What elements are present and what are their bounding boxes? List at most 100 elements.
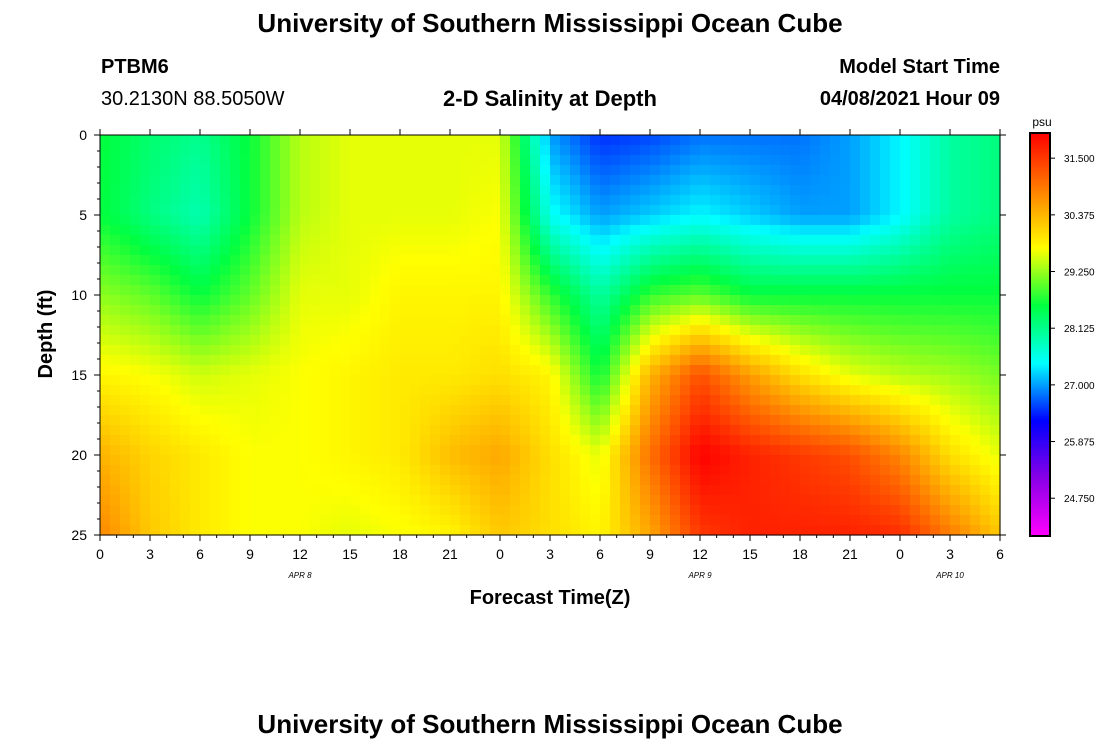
heatmap-cell: [390, 505, 401, 516]
heatmap-cell: [260, 145, 271, 156]
heatmap-cell: [850, 485, 861, 496]
heatmap-cell: [100, 295, 111, 306]
heatmap-cell: [440, 205, 451, 216]
heatmap-cell: [410, 385, 421, 396]
heatmap-cell: [300, 255, 311, 266]
heatmap-cell: [480, 375, 491, 386]
heatmap-cell: [570, 465, 581, 476]
heatmap-cell: [400, 345, 411, 356]
heatmap-cell: [240, 365, 251, 376]
heatmap-cell: [540, 395, 551, 406]
heatmap-cell: [460, 165, 471, 176]
heatmap-cell: [960, 175, 971, 186]
heatmap-cell: [600, 275, 611, 286]
heatmap-cell: [190, 525, 201, 536]
heatmap-cell: [880, 315, 891, 326]
heatmap-cell: [870, 465, 881, 476]
heatmap-cell: [180, 185, 191, 196]
heatmap-cell: [610, 485, 621, 496]
heatmap-cell: [790, 175, 801, 186]
heatmap-cell: [330, 335, 341, 346]
heatmap-cell: [330, 285, 341, 296]
heatmap-cell: [630, 175, 641, 186]
heatmap-cell: [990, 165, 1001, 176]
heatmap-cell: [940, 455, 951, 466]
heatmap-cell: [290, 285, 301, 296]
heatmap-cell: [440, 185, 451, 196]
heatmap-cell: [230, 395, 241, 406]
heatmap-cell: [720, 195, 731, 206]
heatmap-cell: [910, 155, 921, 166]
heatmap-cell: [600, 195, 611, 206]
heatmap-cell: [260, 155, 271, 166]
heatmap-cell: [850, 515, 861, 526]
heatmap-cell: [590, 335, 601, 346]
heatmap-cell: [190, 235, 201, 246]
heatmap-cell: [180, 245, 191, 256]
heatmap-cell: [560, 345, 571, 356]
heatmap-cell: [700, 355, 711, 366]
heatmap-cell: [320, 235, 331, 246]
heatmap-cell: [290, 345, 301, 356]
heatmap-cell: [720, 525, 731, 536]
heatmap-cell: [330, 465, 341, 476]
heatmap-cell: [940, 175, 951, 186]
heatmap-cell: [630, 395, 641, 406]
heatmap-cell: [590, 525, 601, 536]
heatmap-cell: [170, 215, 181, 226]
heatmap-cell: [480, 505, 491, 516]
heatmap-cell: [240, 195, 251, 206]
heatmap-cell: [200, 175, 211, 186]
heatmap-cell: [450, 495, 461, 506]
heatmap-cell: [540, 335, 551, 346]
heatmap-cell: [370, 435, 381, 446]
heatmap-cell: [900, 205, 911, 216]
x-tick-label: 6: [196, 546, 204, 562]
heatmap-cell: [910, 465, 921, 476]
heatmap-cell: [970, 525, 981, 536]
heatmap-cell: [140, 175, 151, 186]
heatmap-cell: [720, 265, 731, 276]
heatmap-cell: [820, 405, 831, 416]
heatmap-cell: [220, 495, 231, 506]
heatmap-cell: [290, 235, 301, 246]
heatmap-cell: [850, 135, 861, 146]
heatmap-cell: [670, 295, 681, 306]
heatmap-cell: [860, 405, 871, 416]
heatmap-cell: [610, 235, 621, 246]
heatmap-cell: [420, 435, 431, 446]
heatmap-cell: [130, 375, 141, 386]
heatmap-cell: [410, 265, 421, 276]
heatmap-cell: [240, 135, 251, 146]
heatmap-cell: [560, 165, 571, 176]
heatmap-cell: [570, 415, 581, 426]
heatmap-cell: [500, 165, 511, 176]
heatmap-cell: [760, 495, 771, 506]
heatmap-cell: [970, 505, 981, 516]
heatmap-cell: [200, 445, 211, 456]
heatmap-cell: [730, 495, 741, 506]
heatmap-cell: [400, 455, 411, 466]
heatmap-cell: [850, 335, 861, 346]
colorbar-tick-label: 24.750: [1064, 494, 1095, 505]
heatmap-cell: [850, 415, 861, 426]
heatmap-cell: [180, 205, 191, 216]
heatmap-cell: [970, 255, 981, 266]
heatmap-cell: [980, 525, 991, 536]
heatmap-cell: [700, 485, 711, 496]
heatmap-cell: [250, 175, 261, 186]
heatmap-cell: [850, 355, 861, 366]
heatmap-cell: [890, 335, 901, 346]
heatmap-cell: [410, 375, 421, 386]
heatmap-cell: [750, 395, 761, 406]
heatmap-cell: [520, 175, 531, 186]
heatmap-cell: [440, 445, 451, 456]
heatmap-cell: [840, 205, 851, 216]
heatmap-cell: [920, 305, 931, 316]
heatmap-cell: [190, 265, 201, 276]
heatmap-cell: [960, 335, 971, 346]
heatmap-cell: [410, 245, 421, 256]
heatmap-cell: [920, 395, 931, 406]
heatmap-cell: [680, 175, 691, 186]
heatmap-cell: [340, 425, 351, 436]
